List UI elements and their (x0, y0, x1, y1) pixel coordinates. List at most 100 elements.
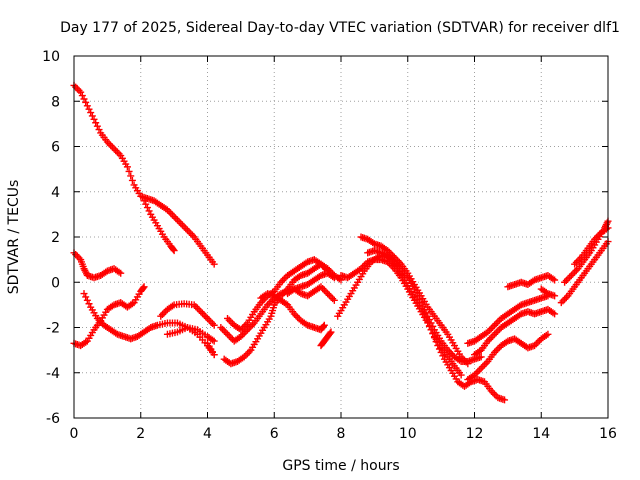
data-point (140, 283, 148, 291)
data-point (72, 83, 80, 91)
data-point (322, 288, 330, 296)
series-arc-10 (217, 269, 338, 345)
data-point (489, 332, 497, 340)
data-point (200, 311, 208, 319)
data-point (326, 329, 334, 337)
data-point (562, 277, 570, 285)
data-point (562, 294, 570, 302)
data-point (177, 219, 185, 227)
data-point (83, 296, 91, 304)
data-point (107, 141, 115, 149)
data-point (220, 327, 228, 335)
data-point (183, 226, 191, 234)
data-point (195, 306, 203, 314)
data-point (92, 119, 100, 127)
data-point (117, 269, 125, 277)
x-tick-label: 16 (599, 426, 617, 442)
x-tick-label: 14 (532, 426, 550, 442)
data-point (557, 299, 565, 307)
data-point (80, 290, 88, 298)
y-tick-labels: -6 -4 -2 0 2 4 6 8 10 (42, 49, 60, 427)
data-point (544, 330, 552, 338)
data-point (210, 321, 218, 329)
y-tick-label: 8 (51, 94, 60, 110)
data-point (242, 327, 250, 335)
data-point (77, 88, 85, 96)
data-point (113, 148, 121, 156)
data-point (142, 200, 150, 208)
data-point (128, 176, 136, 184)
data-point (551, 292, 559, 300)
series-arc-1 (70, 81, 218, 268)
data-point (360, 261, 368, 269)
data-point (492, 320, 500, 328)
data-point (457, 371, 465, 379)
data-point (474, 368, 482, 376)
y-tick-label: 0 (51, 275, 60, 291)
data-point (110, 145, 118, 153)
series-arc-6 (157, 300, 218, 329)
data-point (168, 211, 176, 219)
data-point (531, 342, 539, 350)
data-point (267, 297, 275, 305)
data-point (324, 267, 332, 275)
data-point (158, 310, 166, 318)
data-point (319, 322, 327, 330)
data-point (87, 109, 95, 117)
series-arc-2 (140, 197, 178, 255)
data-point (202, 313, 210, 321)
data-point (491, 390, 499, 398)
data-point (219, 325, 227, 333)
data-point (240, 329, 248, 337)
data-point (534, 338, 542, 346)
data-point (170, 247, 178, 255)
data-point (205, 316, 213, 324)
data-point (330, 274, 338, 282)
data-point (244, 350, 252, 358)
data-point (88, 112, 96, 120)
data-point (330, 296, 338, 304)
series-arc-14 (317, 328, 335, 350)
x-tick-labels: 0 2 4 6 8 10 12 14 16 (70, 426, 617, 442)
data-point (83, 102, 91, 110)
data-point (245, 348, 253, 356)
series-arc-16 (337, 256, 465, 379)
x-tick-label: 8 (337, 426, 346, 442)
series-arc-13 (284, 283, 338, 304)
data-point (494, 327, 502, 335)
data-point (482, 359, 490, 367)
series-arc-3 (70, 249, 125, 282)
data-point (501, 396, 509, 404)
series-arc-20 (464, 330, 552, 384)
data-point (157, 312, 165, 320)
data-point (180, 223, 188, 231)
data-point (592, 234, 600, 242)
data-point (492, 329, 500, 337)
series-arc-18 (364, 247, 485, 365)
x-tick-label: 4 (203, 426, 212, 442)
data-point (422, 309, 430, 317)
x-tick-label: 2 (136, 426, 145, 442)
data-point (280, 275, 288, 283)
data-point (85, 105, 93, 113)
data-point (197, 308, 205, 316)
gridlines (74, 56, 608, 418)
data-point (172, 214, 180, 222)
y-tick-label: 6 (51, 140, 60, 156)
data-point (210, 337, 218, 345)
data-point (294, 313, 302, 321)
data-point (185, 228, 193, 236)
data-point (327, 328, 335, 336)
data-point (227, 318, 235, 326)
data-point (292, 312, 300, 320)
data-point (82, 98, 90, 106)
data-point (125, 167, 133, 175)
series-arc-22 (504, 271, 559, 291)
data-point (247, 322, 255, 330)
data-point (486, 335, 494, 343)
data-point (169, 245, 177, 253)
data-point (145, 207, 153, 215)
data-point (224, 314, 232, 322)
data-point (175, 218, 183, 226)
data-point (90, 115, 98, 123)
